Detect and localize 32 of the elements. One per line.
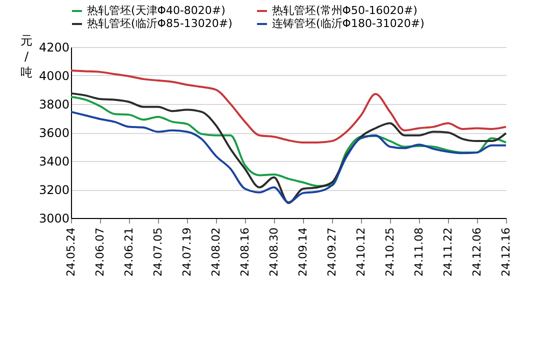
y-tick-label: 3800 xyxy=(38,98,70,112)
legend-label: 热轧管坯(常州Φ50-16020#) xyxy=(272,4,418,17)
line-series xyxy=(70,92,507,204)
x-tick-label: 24.07.19 xyxy=(180,228,194,276)
x-tick-label: 24.05.24 xyxy=(64,228,78,276)
y-axis-title: 元/吨 xyxy=(20,34,32,80)
x-tick-label: 24.10.12 xyxy=(354,228,368,276)
legend-label: 热轧管坯(临沂Φ85-13020#) xyxy=(87,17,232,30)
y-tick-label: 3400 xyxy=(38,154,70,168)
x-tick-label: 24.10.25 xyxy=(384,228,396,276)
x-tick-label: 24.11.08 xyxy=(412,228,426,276)
y-tick-label: 3000 xyxy=(38,212,70,226)
x-tick-label: 24.09.27 xyxy=(326,228,338,276)
x-tick-label: 24.08.16 xyxy=(238,228,252,276)
legend-label: 热轧管坯(天津Φ40-8020#) xyxy=(87,4,226,17)
x-tick-label: 24.12.06 xyxy=(470,228,484,276)
x-tick-label: 24.06.07 xyxy=(94,228,106,276)
x-tick-label: 24.09.14 xyxy=(296,228,310,276)
y-tick-label: 4200 xyxy=(38,40,70,54)
y-tick-label: 3200 xyxy=(38,183,70,197)
y-tick-label: 4000 xyxy=(38,69,70,83)
x-tick-label: 24.07.05 xyxy=(152,228,164,276)
line-series xyxy=(70,110,507,204)
x-tick-label: 24.12.16 xyxy=(500,228,512,276)
line-series xyxy=(70,96,507,187)
x-tick-label: 24.06.21 xyxy=(122,228,136,276)
legend-label: 连铸管坯(临沂Φ180-31020#) xyxy=(272,17,424,30)
x-tick-label: 24.08.30 xyxy=(268,228,280,276)
x-tick-label: 24.11.22 xyxy=(442,228,454,276)
x-tick-label: 24.08.02 xyxy=(210,228,222,276)
y-tick-label: 3600 xyxy=(38,126,70,140)
line-series xyxy=(70,70,507,144)
